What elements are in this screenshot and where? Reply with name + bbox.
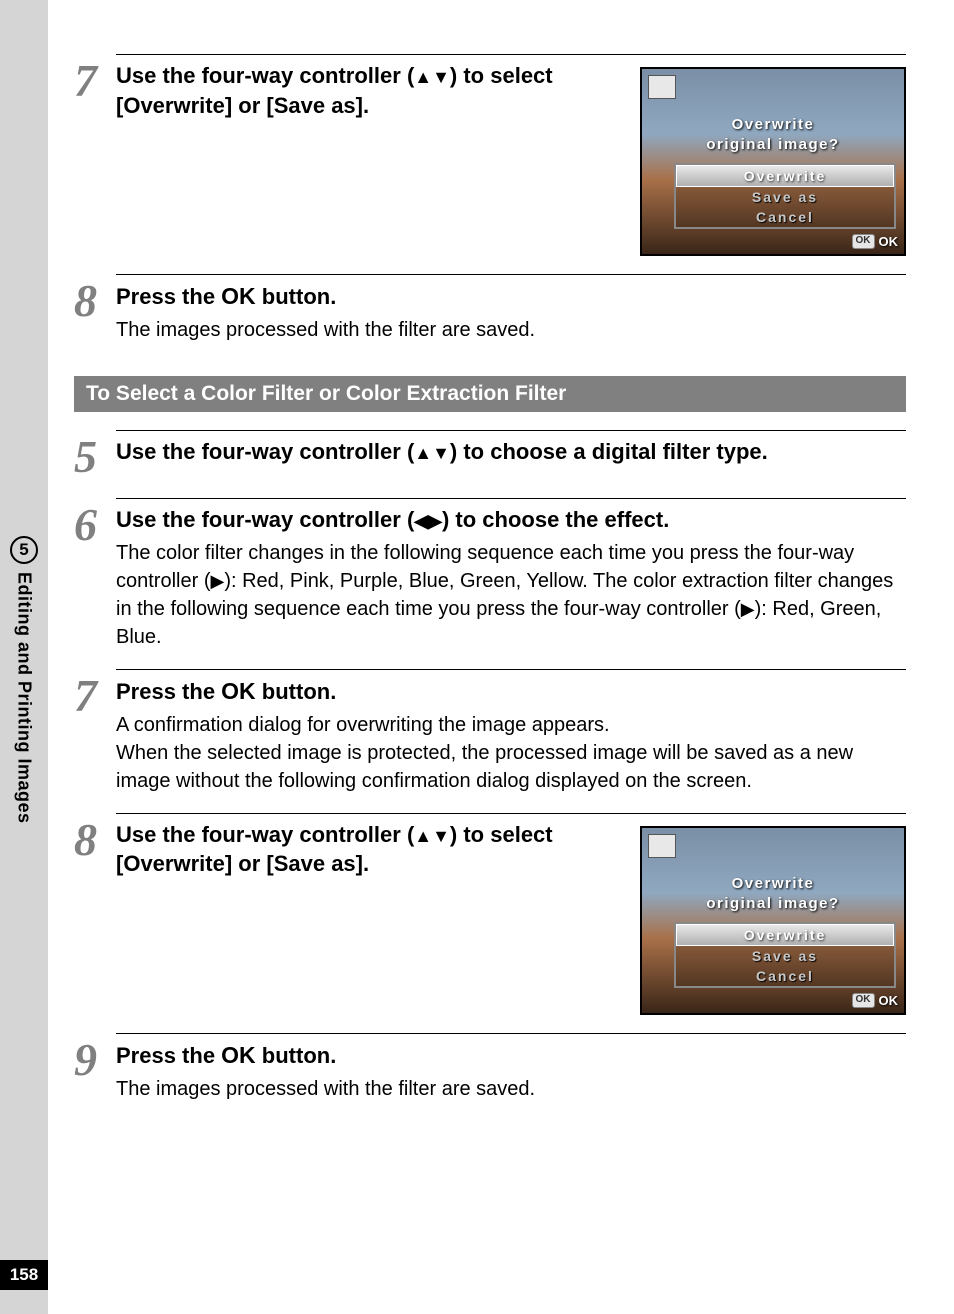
step-desc: The images processed with the filter are…: [116, 1075, 906, 1103]
step-title: Use the four-way controller (◀▶) to choo…: [116, 505, 906, 535]
step-number: 5: [74, 434, 116, 480]
screenshot-ok: OK OK: [852, 993, 899, 1008]
side-tab: 5 Editing and Printing Images: [0, 536, 48, 824]
menu-overwrite: Overwrite: [676, 924, 894, 946]
playback-icon: [648, 75, 676, 99]
step-title: Press the OK button.: [116, 281, 906, 312]
camera-screenshot: Overwriteoriginal image? Overwrite Save …: [640, 67, 906, 256]
page-number: 158: [0, 1260, 48, 1290]
step-8a: 8 Press the OK button. The images proces…: [74, 274, 906, 344]
step-desc: A confirmation dialog for overwriting th…: [116, 711, 906, 795]
playback-icon: [648, 834, 676, 858]
step-title: Use the four-way controller (▲▼) to choo…: [116, 437, 906, 467]
step-6: 6 Use the four-way controller (◀▶) to ch…: [74, 498, 906, 651]
chapter-title: Editing and Printing Images: [14, 572, 35, 824]
step-desc: The images processed with the filter are…: [116, 316, 906, 344]
step-7b: 7 Press the OK button. A confirmation di…: [74, 669, 906, 795]
step-title: Use the four-way controller (▲▼) to sele…: [116, 820, 626, 879]
step-desc: The color filter changes in the followin…: [116, 539, 906, 651]
menu-cancel: Cancel: [676, 207, 894, 227]
menu-saveas: Save as: [676, 946, 894, 966]
step-title: Press the OK button.: [116, 1040, 906, 1071]
step-number: 6: [74, 502, 116, 548]
screenshot-menu: Overwrite Save as Cancel: [674, 922, 896, 988]
menu-overwrite: Overwrite: [676, 165, 894, 187]
screenshot-prompt: Overwriteoriginal image?: [642, 115, 904, 156]
screenshot-menu: Overwrite Save as Cancel: [674, 163, 896, 229]
step-title: Use the four-way controller (▲▼) to sele…: [116, 61, 626, 120]
screenshot-prompt: Overwriteoriginal image?: [642, 874, 904, 915]
step-number: 8: [74, 817, 116, 863]
section-header: To Select a Color Filter or Color Extrac…: [74, 376, 906, 412]
step-number: 8: [74, 278, 116, 324]
step-title: Press the OK button.: [116, 676, 906, 707]
chapter-circle: 5: [10, 536, 38, 564]
menu-cancel: Cancel: [676, 966, 894, 986]
step-number: 7: [74, 673, 116, 719]
menu-saveas: Save as: [676, 187, 894, 207]
screenshot-ok: OK OK: [852, 234, 899, 249]
step-number: 7: [74, 58, 116, 104]
step-7a: 7 Use the four-way controller (▲▼) to se…: [74, 54, 906, 256]
step-number: 9: [74, 1037, 116, 1083]
step-8b: 8 Use the four-way controller (▲▼) to se…: [74, 813, 906, 1015]
step-5: 5 Use the four-way controller (▲▼) to ch…: [74, 430, 906, 480]
camera-screenshot: Overwriteoriginal image? Overwrite Save …: [640, 826, 906, 1015]
step-9: 9 Press the OK button. The images proces…: [74, 1033, 906, 1103]
page-content: 7 Use the four-way controller (▲▼) to se…: [74, 54, 906, 1121]
